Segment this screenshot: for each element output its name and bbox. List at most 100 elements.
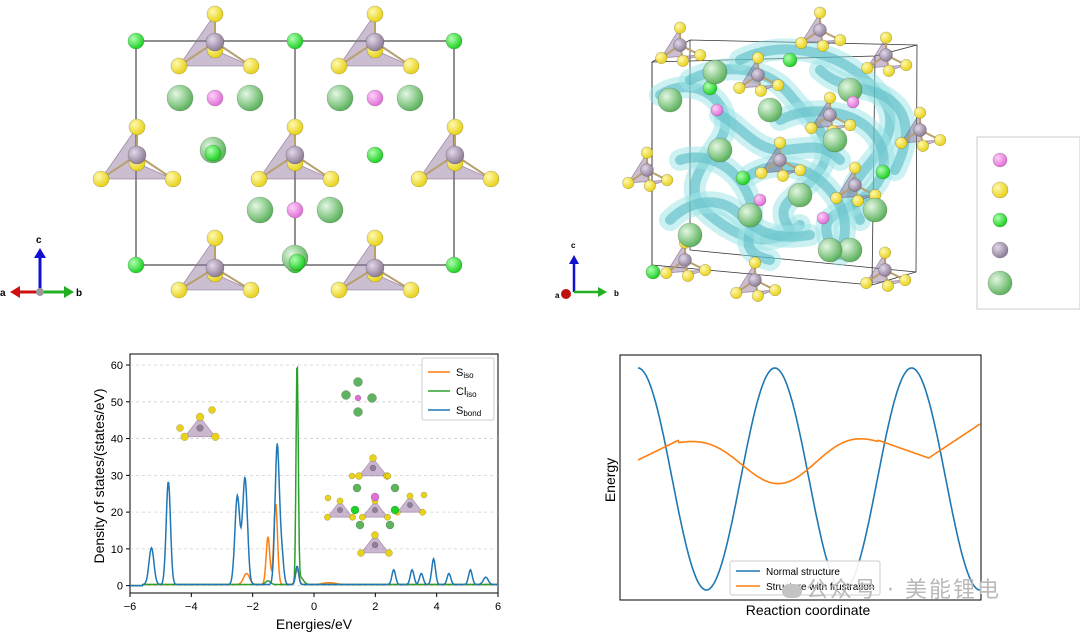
series-lines (637, 367, 981, 591)
yel-atom (754, 84, 767, 97)
pur-atom (751, 68, 765, 82)
big-atom (737, 202, 763, 228)
inset-atom (336, 497, 344, 505)
big-atom (657, 87, 683, 113)
inset-atom (367, 393, 377, 403)
yel-atom (661, 174, 674, 187)
pur-atom (365, 258, 385, 278)
inset-atom (407, 502, 413, 508)
pur-atom (913, 123, 927, 137)
yel-atom (128, 118, 146, 136)
yel-atom (813, 6, 827, 19)
yel-atom (772, 79, 785, 92)
inset-atom (196, 424, 204, 432)
yel-atom (681, 269, 694, 282)
inset-atom (176, 424, 184, 432)
pur-atom (205, 32, 225, 52)
inset-atom (371, 541, 379, 549)
big-atom (817, 237, 843, 263)
yel-atom (733, 81, 746, 95)
grn-atom (992, 212, 1008, 228)
big-atom (326, 84, 354, 112)
inset-atom (384, 472, 392, 480)
inset-atom (324, 513, 331, 521)
axis-label-a: a (0, 288, 6, 299)
x-axis-label: Reaction coordinate (746, 602, 871, 618)
pink-atom (816, 211, 830, 225)
energy-chart: Energy Reaction coordinate Normal struct… (602, 354, 982, 618)
inset-atom (406, 492, 414, 500)
atom-legend (976, 136, 1080, 310)
big-atom (166, 84, 194, 112)
inset-atom (349, 513, 357, 521)
watermark: 公众号 · 美能锂电 (782, 572, 1001, 604)
pur-atom (365, 32, 385, 52)
ps4-tetrahedra (622, 6, 947, 302)
inset-atom (371, 531, 379, 539)
yel-atom (805, 121, 818, 135)
yel-atom (751, 51, 765, 64)
atoms (127, 32, 463, 274)
yel-atom (482, 170, 500, 188)
pink-atom (992, 152, 1008, 168)
inset-atom (355, 472, 363, 480)
dos-line (130, 504, 498, 587)
inset-atom (337, 507, 343, 513)
yel-atom (730, 286, 743, 300)
yel-atom (676, 54, 689, 67)
pink-atom (846, 95, 860, 109)
pur-atom (848, 178, 862, 192)
yel-atom (643, 179, 656, 192)
pink-atom (286, 201, 304, 219)
ps4-tetrahedra (92, 5, 500, 299)
crystal-structure-right: c a b (555, 6, 1080, 310)
legend-label: Siso (456, 367, 474, 380)
yel-atom (878, 246, 892, 259)
yel-atom (816, 39, 829, 52)
big-atom (677, 222, 703, 248)
inset-atom (385, 549, 393, 557)
legend-label-subscript: iso (463, 371, 474, 380)
yel-atom (92, 170, 110, 188)
big-atom (787, 182, 813, 208)
pur-atom (813, 23, 827, 37)
big-atom (862, 197, 888, 223)
yel-atom (881, 279, 894, 292)
big-atom (246, 196, 274, 224)
inset-atom (369, 464, 377, 472)
inset-atom (355, 520, 365, 530)
yel-atom (748, 256, 762, 269)
pink-atom (206, 89, 224, 107)
inset-atom (419, 508, 427, 516)
yel-atom (322, 170, 340, 188)
x-tick-label: 6 (495, 601, 501, 613)
yel-atom (899, 274, 912, 287)
big-atom (316, 196, 344, 224)
pink-atom (710, 103, 724, 117)
yel-atom (795, 36, 808, 50)
inset-atom (354, 394, 362, 402)
inset-atom (359, 513, 366, 521)
grn-atom (288, 253, 306, 271)
yel-atom (170, 57, 188, 75)
yel-atom (699, 264, 712, 277)
legend-label: Sbond (456, 405, 481, 418)
big-atom (757, 97, 783, 123)
inset-atom (324, 494, 332, 502)
watermark-text: 公众号 · 美能锂电 (806, 578, 1001, 603)
plot-frame (619, 354, 982, 601)
yel-atom (882, 64, 895, 77)
yel-atom (446, 118, 464, 136)
inset-atom (385, 520, 395, 530)
wechat-icon (782, 584, 802, 598)
series-lines (130, 365, 498, 587)
inset-atom (369, 454, 377, 462)
pur-atom (991, 241, 1009, 259)
pur-atom (673, 38, 687, 52)
yel-atom (879, 31, 893, 44)
grn-atom (445, 32, 463, 50)
x-tick-label: −6 (124, 601, 137, 613)
pur-atom (773, 153, 787, 167)
big-atom (396, 84, 424, 112)
legend-label-subscript: bond (463, 409, 481, 418)
